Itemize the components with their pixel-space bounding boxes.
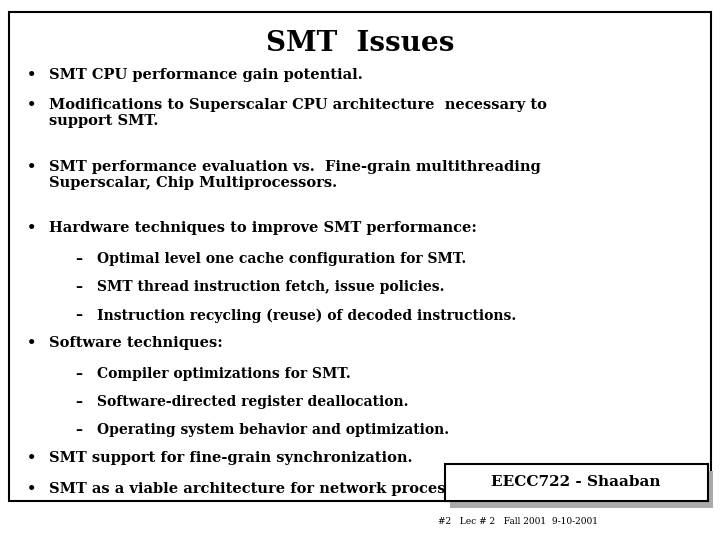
Text: #2   Lec # 2   Fall 2001  9-10-2001: #2 Lec # 2 Fall 2001 9-10-2001 (438, 517, 598, 525)
Text: EECC722 - Shaaban: EECC722 - Shaaban (491, 475, 661, 489)
Text: •: • (27, 451, 37, 465)
Text: •: • (27, 336, 37, 350)
Text: •: • (27, 221, 37, 235)
Text: Optimal level one cache configuration for SMT.: Optimal level one cache configuration fo… (97, 252, 467, 266)
FancyBboxPatch shape (9, 12, 711, 501)
Text: Hardware techniques to improve SMT performance:: Hardware techniques to improve SMT perfo… (49, 221, 477, 235)
Text: SMT performance evaluation vs.  Fine-grain multithreading
Superscalar, Chip Mult: SMT performance evaluation vs. Fine-grai… (49, 160, 541, 190)
Text: –: – (76, 395, 83, 409)
Text: Modifications to Superscalar CPU architecture  necessary to
support SMT.: Modifications to Superscalar CPU archite… (49, 98, 546, 129)
Text: •: • (27, 98, 37, 112)
Text: SMT support for fine-grain synchronization.: SMT support for fine-grain synchronizati… (49, 451, 413, 465)
FancyBboxPatch shape (450, 471, 713, 508)
Text: –: – (76, 367, 83, 381)
Text: Software-directed register deallocation.: Software-directed register deallocation. (97, 395, 409, 409)
Text: –: – (76, 423, 83, 437)
Text: –: – (76, 252, 83, 266)
Text: –: – (76, 280, 83, 294)
FancyBboxPatch shape (445, 464, 708, 501)
Text: •: • (27, 160, 37, 174)
Text: SMT thread instruction fetch, issue policies.: SMT thread instruction fetch, issue poli… (97, 280, 445, 294)
Text: SMT CPU performance gain potential.: SMT CPU performance gain potential. (49, 68, 363, 82)
Text: Operating system behavior and optimization.: Operating system behavior and optimizati… (97, 423, 449, 437)
Text: Compiler optimizations for SMT.: Compiler optimizations for SMT. (97, 367, 351, 381)
Text: SMT as a viable architecture for network processors.: SMT as a viable architecture for network… (49, 482, 485, 496)
Text: •: • (27, 482, 37, 496)
Text: •: • (27, 68, 37, 82)
Text: –: – (76, 308, 83, 322)
Text: Software techniques:: Software techniques: (49, 336, 222, 350)
Text: SMT  Issues: SMT Issues (266, 30, 454, 57)
Text: Instruction recycling (reuse) of decoded instructions.: Instruction recycling (reuse) of decoded… (97, 308, 516, 323)
